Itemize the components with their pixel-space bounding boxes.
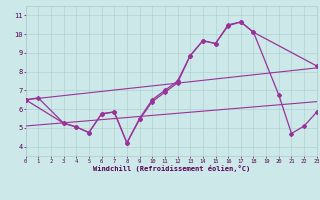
X-axis label: Windchill (Refroidissement éolien,°C): Windchill (Refroidissement éolien,°C) xyxy=(92,165,250,172)
